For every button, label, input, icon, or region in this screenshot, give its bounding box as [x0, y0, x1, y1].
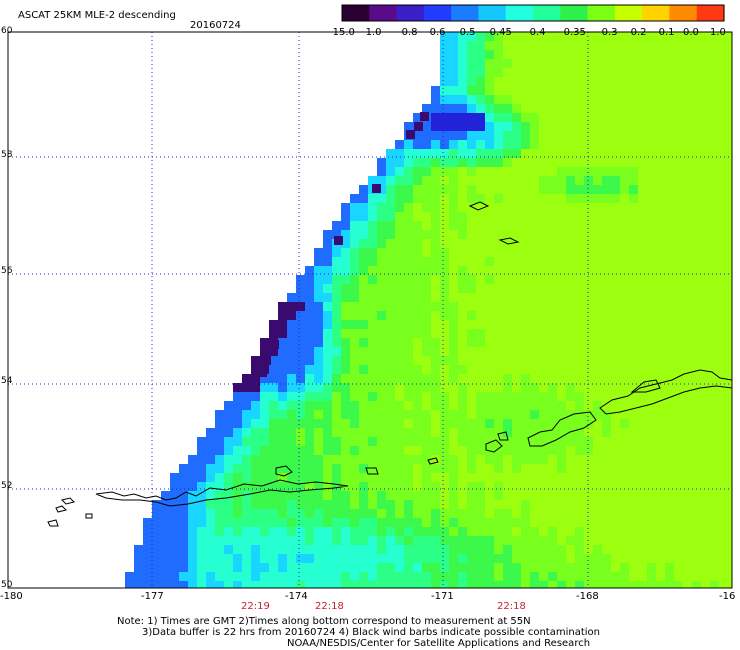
colorbar-swatch: [451, 5, 480, 21]
lat-label: 60: [1, 26, 13, 36]
lat-label: 58: [1, 150, 13, 160]
colorbar-label: 0.0: [683, 27, 699, 38]
lon-label: -168: [576, 591, 599, 602]
colorbar-swatch: [505, 5, 534, 21]
lon-label: -177: [141, 591, 164, 602]
island-outline: [275, 465, 293, 477]
lon-label: -180: [0, 591, 23, 602]
colorbar-label: -1.0: [362, 27, 382, 38]
graticule: [8, 32, 732, 588]
colorbar-label: -0.5: [456, 27, 476, 38]
map-frame: [7, 31, 733, 589]
island-outline: [497, 431, 509, 441]
island-outline: [468, 201, 490, 211]
note-line-2: 3)Data buffer is 22 hrs from 20160724 4)…: [142, 627, 600, 638]
lon-label: -171: [431, 591, 454, 602]
colorbar-swatch: [396, 5, 425, 21]
colorbar-label: -0.8: [398, 27, 418, 38]
colorbar: [341, 4, 725, 22]
island-outline: [630, 379, 661, 393]
colorbar-frame: [341, 4, 725, 22]
time-label: 22:18: [315, 601, 344, 612]
colorbar-label: -0.3: [598, 27, 618, 38]
lat-label: 54: [1, 376, 13, 386]
lat-label: 52: [1, 481, 13, 491]
island-outline: [365, 467, 379, 475]
swath-data-layer: [125, 32, 732, 588]
island-outline: [85, 513, 93, 519]
island-outline: [61, 497, 75, 505]
colorbar-swatch: [478, 5, 507, 21]
island-outline: [95, 479, 349, 507]
island-outline: [55, 505, 67, 513]
colorbar-swatch: [642, 5, 671, 21]
colorbar-swatch: [533, 5, 561, 21]
colorbar-label: -0.45: [486, 27, 512, 38]
product-title: ASCAT 25KM MLE-2 descending: [18, 10, 176, 21]
time-label: 22:19: [241, 601, 270, 612]
island-outline: [485, 439, 503, 453]
time-label: 22:18: [497, 601, 526, 612]
lon-label: -174: [285, 591, 308, 602]
lon-label: -16: [719, 591, 736, 602]
note-line-1: Note: 1) Times are GMT 2)Times along bot…: [117, 616, 531, 627]
colorbar-label: -0.2: [627, 27, 647, 38]
island-outline: [427, 457, 439, 465]
colorbar-swatch: [423, 5, 452, 21]
lat-label: 50: [1, 580, 13, 590]
lat-label: 56: [1, 266, 13, 276]
island-outline: [47, 519, 59, 527]
colorbar-label: -15.0: [329, 27, 355, 38]
note-line-3: NOAA/NESDIS/Center for Satellite Applica…: [287, 638, 591, 649]
colorbar-label: -0.6: [426, 27, 446, 38]
colorbar-swatch: [696, 5, 725, 21]
colorbar-swatch: [669, 5, 698, 21]
date-label: 20160724: [190, 20, 241, 31]
colorbar-swatch: [587, 5, 616, 21]
colorbar-swatch: [342, 5, 370, 21]
island-outline: [599, 369, 732, 415]
colorbar-swatch: [369, 5, 398, 21]
colorbar-label: -0.35: [560, 27, 586, 38]
colorbar-swatch: [560, 5, 589, 21]
island-outline: [498, 237, 520, 245]
colorbar-swatch: [614, 5, 643, 21]
colorbar-label: -0.1: [655, 27, 675, 38]
island-outline: [527, 411, 597, 447]
colorbar-label: 1.0: [710, 27, 726, 38]
coastline-islands: [47, 201, 732, 527]
colorbar-label: -0.4: [526, 27, 546, 38]
